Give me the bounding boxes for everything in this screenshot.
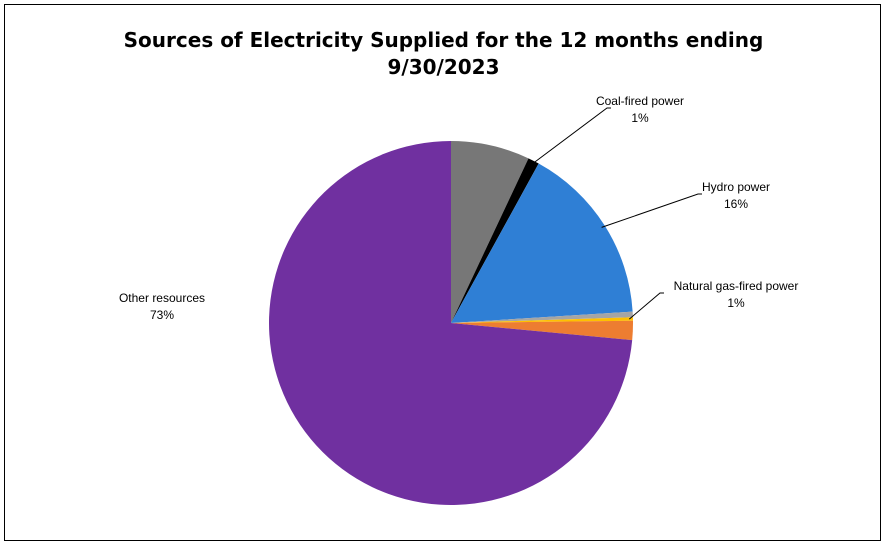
chart-title: Sources of Electricity Supplied for the … [5,27,882,81]
slice-percent-other-resources: 73% [150,308,174,322]
pie-slice-coal-fired-power [451,158,539,323]
chart-title-line-2: 9/30/2023 [387,55,500,79]
labels-layer: Coal-fired power 1% Hydro power 16% Natural … [119,94,798,322]
slice-percent-coal-fired-power: 1% [631,111,649,125]
leader-line-hydro-power [601,193,702,228]
leader-line-coal-fired-power [531,107,611,165]
pie-slice-natural-gas-fired-power [451,317,633,323]
pie-slice-other-resources [268,141,633,505]
leaders-layer [531,107,702,320]
chart-frame: Sources of Electricity Supplied for the … [4,4,881,541]
slice-percent-natural-gas-fired-power: 1% [727,296,745,310]
slice-label-hydro-power: Hydro power [702,180,770,194]
slice-label-natural-gas-fired-power: Natural gas-fired power [674,279,799,293]
chart-title-line-1: Sources of Electricity Supplied for the … [123,28,764,52]
pie-slice-unlabeled-0 [451,141,529,323]
slice-label-coal-fired-power: Coal-fired power [596,94,684,108]
slices-layer [268,141,634,505]
pie-chart: Coal-fired power 1% Hydro power 16% Natural … [119,94,798,505]
slice-label-other-resources: Other resources [119,291,205,305]
pie-slice-unlabeled-5 [451,320,634,341]
leader-line-natural-gas-fired-power [628,292,664,320]
pie-slice-unlabeled-3 [451,311,633,323]
pie-slice-hydro-power [451,163,633,323]
slice-percent-hydro-power: 16% [724,197,748,211]
